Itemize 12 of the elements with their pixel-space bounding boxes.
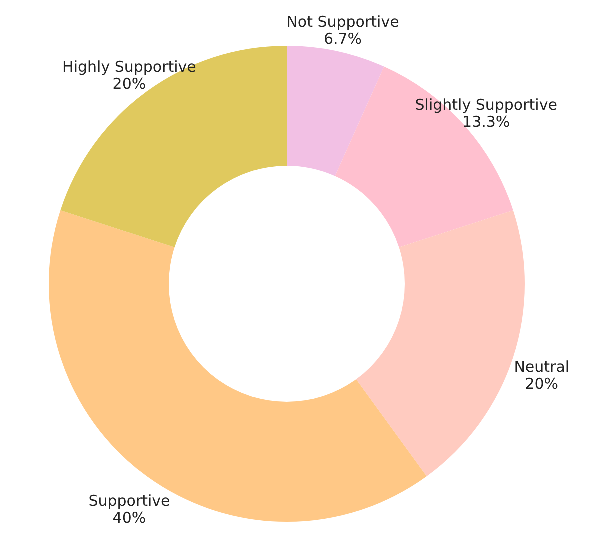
data-label: 6.7% <box>324 30 362 48</box>
slice-label: Neutral <box>514 358 570 376</box>
data-label: 40% <box>112 508 146 527</box>
donut-slice <box>287 46 384 176</box>
data-label: 13.3% <box>462 112 510 131</box>
donut-slice <box>49 210 427 522</box>
slice-label: Supportive <box>88 492 170 510</box>
slice-label: Slightly Supportive <box>415 96 558 114</box>
donut-slice <box>60 46 287 248</box>
slice-label: Not Supportive <box>286 12 400 31</box>
data-label: 20% <box>112 75 146 94</box>
data-label: 20% <box>525 374 559 393</box>
